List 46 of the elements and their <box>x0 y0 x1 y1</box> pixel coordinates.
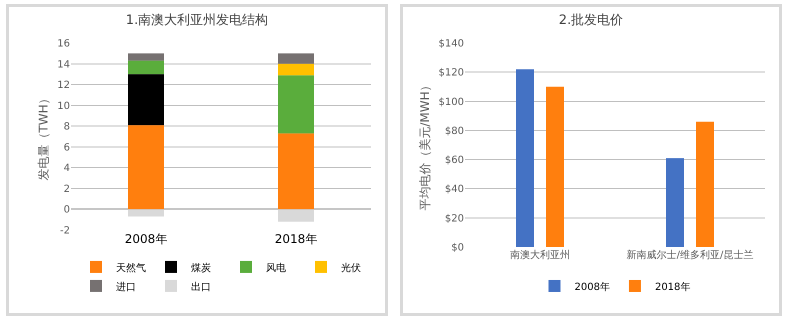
bar <box>278 209 314 222</box>
y-tick-label: $0 <box>451 242 464 254</box>
legend-label: 煤炭 <box>191 262 211 274</box>
bar <box>278 75 314 134</box>
bar <box>278 133 314 210</box>
bar <box>666 158 684 247</box>
y-axis-title: 发电量（TWH） <box>36 92 51 181</box>
bar <box>278 53 314 64</box>
y-tick-label: $20 <box>444 213 464 224</box>
bar <box>128 125 164 210</box>
bar <box>128 60 164 74</box>
y-tick-label: 0 <box>64 204 70 216</box>
chart-title: 2.批发电价 <box>558 12 624 28</box>
y-tick-label: $100 <box>438 96 464 108</box>
bar <box>516 69 534 247</box>
legend-label: 出口 <box>191 280 211 293</box>
bar <box>128 53 164 61</box>
legend-label: 2008年 <box>574 280 610 293</box>
y-tick-label: $80 <box>444 126 464 137</box>
legend-label: 天然气 <box>116 262 146 274</box>
legend-label: 2018年 <box>654 280 690 293</box>
y-tick-label: 12 <box>57 80 70 92</box>
y-tick-label: $120 <box>438 68 464 79</box>
y-tick-label: 4 <box>64 163 70 174</box>
x-tick-label: 南澳大利亚州 <box>510 249 570 261</box>
y-axis-title: 平均电价（美元/MWH） <box>418 79 432 211</box>
y-tick-label: 2 <box>64 184 70 195</box>
y-tick-label: $140 <box>438 38 464 50</box>
bar <box>128 74 164 126</box>
bar <box>696 122 714 247</box>
bar <box>278 64 314 76</box>
y-tick-label: $60 <box>444 155 464 166</box>
y-tick-label: 16 <box>57 38 70 50</box>
y-tick-label: 10 <box>57 100 70 112</box>
y-tick-label: $40 <box>444 184 464 196</box>
y-tick-label: -2 <box>60 226 70 236</box>
bar <box>128 209 164 216</box>
legend-label: 光伏 <box>341 262 361 274</box>
y-tick-label: 8 <box>64 122 70 133</box>
x-tick-label: 新南威尔士/维多利亚/昆士兰 <box>626 249 754 261</box>
bar <box>546 86 564 247</box>
legend-label: 进口 <box>116 280 136 293</box>
chart-title: 1.南澳大利亚州发电结构 <box>126 12 268 28</box>
y-tick-label: 14 <box>57 59 70 70</box>
y-tick-label: 6 <box>64 142 70 154</box>
legend-label: 风电 <box>266 262 286 274</box>
